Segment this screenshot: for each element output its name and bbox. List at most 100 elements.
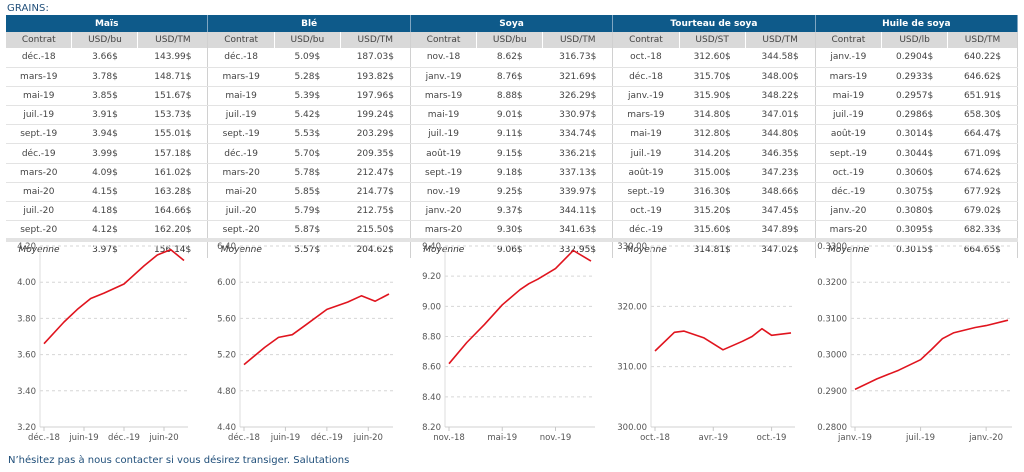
table-cell: 9.15$	[476, 143, 544, 164]
table-cell: 0.2904$	[881, 48, 949, 68]
table-row: mars-20 9.30$ 341.63$	[410, 220, 614, 242]
table-cell: 315.20$	[679, 201, 746, 222]
table-cell: 5.79$	[274, 201, 341, 222]
data-point	[169, 248, 173, 252]
y-tick-label: 3.60	[17, 351, 36, 361]
price-line	[43, 248, 185, 345]
x-tick-label: déc.-18	[28, 432, 60, 443]
table-row: déc.-19 315.60$ 347.89$	[613, 220, 816, 242]
data-point	[142, 264, 146, 268]
table-row: août-19 315.00$ 347.23$	[613, 163, 816, 183]
table-row: mars-20 5.78$ 212.47$	[208, 163, 411, 183]
table-cell: juil.-19	[208, 105, 275, 126]
y-tick-label: 310.00	[617, 363, 647, 373]
table-cell: 326.29$	[542, 86, 614, 107]
x-tick-label: janv.-19	[837, 433, 872, 443]
table-row: déc.-19 5.70$ 209.35$	[208, 143, 411, 164]
table-cell: 0.2986$	[881, 105, 949, 126]
data-point	[518, 288, 522, 292]
table-cell: 203.29$	[340, 124, 411, 145]
data-point	[897, 368, 901, 372]
data-point	[263, 345, 267, 349]
table-title: Blé	[208, 15, 411, 32]
column-header: USD/bu	[71, 32, 139, 48]
table-cell: déc.-18	[208, 48, 275, 68]
table-huile-de-soya: Huile de soya Contrat USD/lb USD/TM janv.-19…	[815, 15, 1019, 258]
table-cell: 0.3044$	[881, 143, 949, 164]
data-point	[62, 320, 66, 324]
table-row: sept.-19 0.3044$ 671.09$	[815, 143, 1019, 164]
table-cell: janv.-20	[410, 201, 478, 222]
table-cell: 163.28$	[137, 182, 209, 203]
table-cell: 5.78$	[274, 163, 341, 183]
table-cell: 214.77$	[340, 182, 411, 203]
table-cell: sept.-19	[410, 163, 478, 183]
table-row: mai-19 3.85$ 151.67$	[6, 86, 209, 107]
table-cell: 9.30$	[476, 220, 544, 242]
table-cell: mai-19	[6, 86, 73, 107]
average-cell: 156.14$	[137, 239, 209, 258]
table-cell: 4.15$	[71, 182, 139, 203]
table-row: janv.-20 9.37$ 344.11$	[410, 201, 614, 222]
table-cell: 8.88$	[476, 86, 544, 107]
average-row: Moyenne 0.3015$ 664.65$	[816, 239, 1019, 258]
table-cell: 4.09$	[71, 163, 139, 183]
table-cell: mars-19	[6, 67, 73, 87]
table-cell: 679.02$	[947, 201, 1019, 222]
table-cell: juil.-20	[208, 201, 275, 222]
x-tick-label: déc.-19	[108, 432, 140, 443]
table-cell: déc.-19	[613, 220, 680, 242]
table-row: déc.-18 315.70$ 348.00$	[613, 67, 816, 87]
table-cell: 348.66$	[745, 182, 816, 203]
table-cell: 316.73$	[542, 48, 614, 68]
table-title: Huile de soya	[815, 15, 1019, 32]
data-point	[359, 294, 363, 298]
x-tick-label: juin-20	[353, 433, 383, 443]
table-cell: 339.97$	[542, 182, 614, 203]
table-row: juil.-20 5.79$ 212.75$	[208, 201, 411, 222]
table-cell: mai-19	[410, 105, 478, 126]
data-point	[182, 258, 186, 262]
table-row: août-19 0.3014$ 664.47$	[815, 124, 1019, 145]
table-cell: 315.00$	[679, 163, 746, 183]
data-point	[447, 362, 451, 366]
chart-svg: 0.2800 0.2900 0.3000 0.3100 0.3200 0.3300 janv…	[817, 242, 1012, 443]
table-cell: 3.99$	[71, 143, 139, 164]
table-row: juil.-19 0.2986$ 658.30$	[815, 105, 1019, 126]
table-row: nov.-19 9.25$ 339.97$	[410, 182, 614, 203]
average-cell: Moyenne	[828, 244, 870, 255]
data-point	[789, 331, 793, 335]
data-point	[930, 348, 934, 352]
table-cell: 3.85$	[71, 86, 139, 107]
table-cell: 0.3080$	[881, 201, 949, 222]
data-point	[42, 342, 46, 346]
data-point	[242, 363, 246, 367]
data-point	[571, 249, 575, 253]
y-tick-label: 8.40	[422, 393, 441, 403]
data-point	[682, 329, 686, 333]
table-cell: mars-19	[815, 67, 883, 87]
table-cell: sept.-20	[6, 220, 73, 242]
table-row: déc.-18 5.09$ 187.03$	[208, 48, 411, 68]
average-row: Moyenne 314.81$ 347.02$	[613, 239, 816, 258]
table-cell: 348.22$	[745, 86, 816, 107]
table-cell: 8.76$	[476, 67, 544, 87]
x-tick-label: nov.-18	[433, 433, 465, 443]
table-cell: 199.24$	[340, 105, 411, 126]
table-cell: 344.80$	[745, 124, 816, 145]
table-cell: mars-19	[410, 86, 478, 107]
data-point	[554, 267, 558, 271]
table-cell: 0.2933$	[881, 67, 949, 87]
table-cell: août-19	[613, 163, 680, 183]
data-point	[155, 253, 159, 257]
table-cell: déc.-18	[613, 67, 680, 87]
column-header: USD/TM	[542, 32, 614, 48]
table-row: mars-20 4.09$ 161.02$	[6, 163, 209, 183]
table-cell: 347.23$	[745, 163, 816, 183]
table-ble: Blé Contrat USD/bu USD/TM déc.-18 5.09$ 187.03…	[208, 15, 411, 258]
table-row: juil.-19 9.11$ 334.74$	[410, 124, 614, 145]
x-tick-label: juin-20	[148, 433, 178, 443]
table-cell: juil.-19	[6, 105, 73, 126]
data-point	[951, 331, 955, 335]
table-cell: mars-20	[6, 163, 73, 183]
